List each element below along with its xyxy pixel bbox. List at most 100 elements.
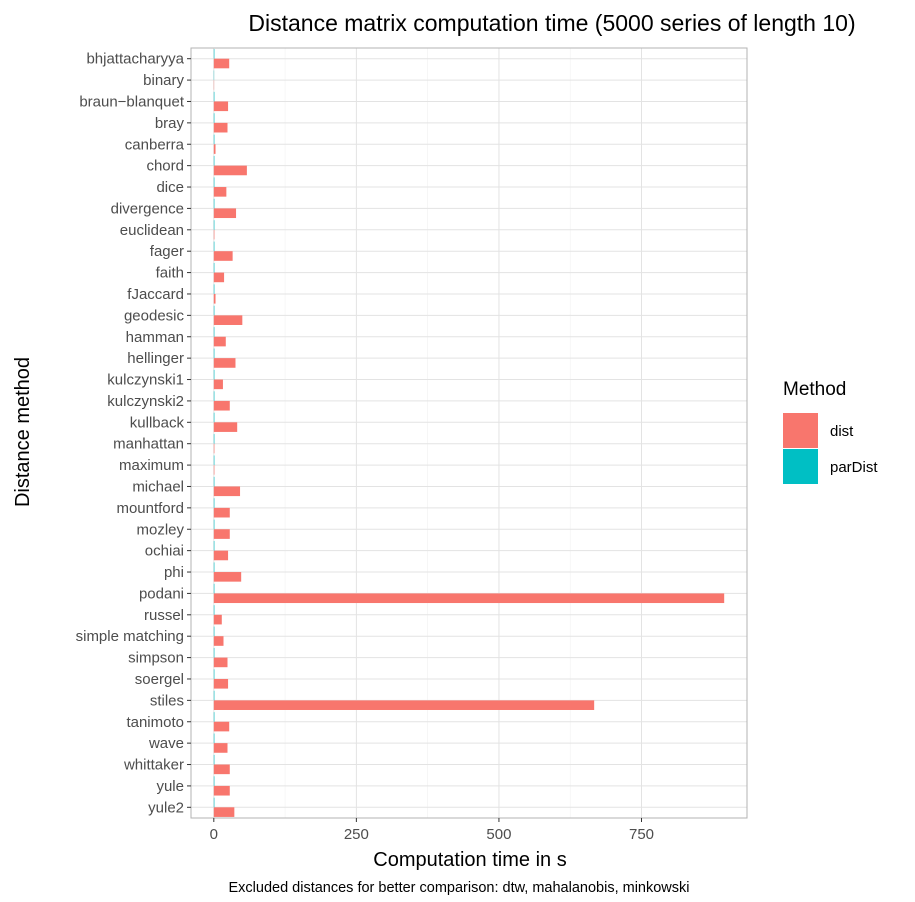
bar-parDist [213,284,215,294]
bar-parDist [213,583,215,594]
bar-dist [213,272,225,283]
y-tick-label: simpson [128,650,184,667]
bar-parDist [213,391,215,401]
legend-key-dist [783,413,818,448]
bar-dist [213,101,229,112]
y-tick-label: chord [146,158,184,175]
y-tick-label: soergel [135,671,184,688]
bar-parDist [213,690,215,701]
bar-dist [213,721,230,732]
y-tick-label: tanimoto [126,714,184,731]
y-tick-label: wave [148,735,184,752]
y-tick-label: whittaker [123,757,184,774]
bar-parDist [213,49,215,59]
legend-title: Method [783,379,846,400]
y-tick-label: geodesic [124,307,185,324]
bar-parDist [213,134,215,145]
bar-dist [213,229,215,240]
y-tick-label: hellinger [127,350,184,367]
bar-parDist [213,626,215,637]
legend-label-parDist: parDist [830,459,878,476]
bar-parDist [213,669,215,679]
bar-parDist [213,241,215,252]
bar-dist [213,785,230,796]
x-tick-label: 500 [486,826,511,843]
y-tick-label: faith [156,265,184,282]
bar-parDist [213,733,215,744]
bar-parDist [213,455,215,466]
y-tick-label: fager [150,243,184,260]
bar-dist [213,293,216,304]
y-axis-title: Distance method [12,357,34,507]
bar-dist [213,251,233,261]
y-tick-label: divergence [111,200,184,217]
bar-parDist [213,113,215,123]
y-tick-label: euclidean [120,222,184,239]
y-tick-label: hamman [126,329,184,346]
bar-dist [213,336,226,347]
panel-border [190,47,748,819]
bar-parDist [213,712,215,722]
bar-dist [213,636,224,646]
bar-dist [213,422,238,432]
bar-parDist [213,754,215,765]
x-tick-label: 750 [629,826,654,843]
y-tick-label: dice [156,179,184,196]
bar-dist [213,58,230,69]
x-tick-label: 0 [210,826,218,843]
bar-parDist [213,369,215,380]
bar-dist [213,764,230,775]
y-tick-label: simple matching [76,628,184,645]
y-tick-label: stiles [150,692,184,709]
bar-dist [213,507,230,518]
y-tick-label: yule [156,778,184,795]
y-tick-label: braun−blanquet [79,93,185,110]
y-tick-label: bhjattacharyya [86,51,184,68]
legend-label-dist: dist [830,423,854,440]
bar-dist [213,400,230,411]
bar-dist [213,208,237,219]
y-tick-label: canberra [125,136,185,153]
bar-dist [213,358,236,368]
bar-dist [213,593,725,604]
bar-dist [213,657,228,668]
bar-parDist [213,498,215,508]
bar-parDist [213,797,215,808]
bar-dist [213,678,229,689]
bar-parDist [213,177,215,188]
y-tick-label: yule2 [148,799,184,816]
bar-parDist [213,198,215,209]
bar-parDist [213,605,215,615]
bar-parDist [213,434,215,444]
y-tick-label: mountford [116,500,184,517]
y-tick-label: binary [143,72,184,89]
bar-dist [213,187,227,197]
bar-dist [213,144,216,154]
bar-dist [213,165,247,176]
bar-dist [213,315,243,325]
y-tick-label: manhattan [113,436,184,453]
bar-dist [213,743,228,753]
y-tick-label: maximum [119,457,184,474]
bar-parDist [213,262,215,273]
bar-parDist [213,412,215,423]
y-tick-label: fJaccard [127,286,184,303]
chart-title: Distance matrix computation time (5000 s… [248,10,855,36]
legend-key-parDist [783,449,818,484]
panel-background [191,48,747,818]
bar-parDist [213,562,215,573]
bar-dist [213,379,223,390]
y-tick-label: russel [144,607,184,624]
bar-parDist [213,327,215,337]
y-tick-label: podani [139,585,184,602]
bar-parDist [213,776,215,786]
y-tick-label: ochiai [145,543,184,560]
y-tick-label: michael [132,478,184,495]
y-tick-label: kulczynski2 [107,393,184,410]
y-tick-label: phi [164,564,184,581]
bar-parDist [213,647,215,658]
bar-parDist [213,541,215,551]
y-tick-label: mozley [136,521,184,538]
x-axis-title: Computation time in s [373,849,566,871]
